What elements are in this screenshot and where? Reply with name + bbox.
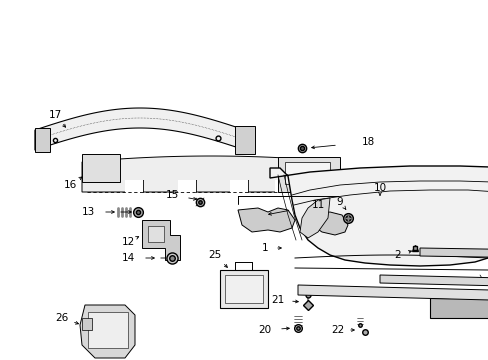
Polygon shape (274, 180, 292, 193)
Polygon shape (220, 270, 267, 308)
Polygon shape (142, 220, 180, 260)
Polygon shape (278, 157, 339, 192)
Polygon shape (297, 285, 488, 300)
Text: 11: 11 (311, 200, 324, 210)
Polygon shape (82, 154, 120, 182)
Text: 25: 25 (208, 250, 221, 260)
Polygon shape (429, 298, 488, 318)
Polygon shape (285, 162, 329, 184)
Polygon shape (269, 166, 488, 266)
Polygon shape (125, 180, 142, 193)
Polygon shape (35, 128, 50, 152)
Text: 9: 9 (336, 197, 343, 207)
Polygon shape (379, 275, 488, 287)
Text: 13: 13 (81, 207, 95, 217)
Polygon shape (229, 180, 247, 193)
Polygon shape (148, 226, 163, 242)
Text: 20: 20 (258, 325, 271, 335)
Text: 18: 18 (361, 137, 374, 147)
Polygon shape (178, 180, 196, 193)
Text: 10: 10 (373, 183, 386, 193)
Polygon shape (82, 156, 339, 192)
Polygon shape (309, 212, 347, 235)
Polygon shape (235, 126, 254, 154)
Polygon shape (88, 312, 128, 348)
Polygon shape (80, 305, 135, 358)
Polygon shape (419, 248, 488, 258)
Text: 21: 21 (271, 295, 284, 305)
Text: 15: 15 (165, 190, 178, 200)
Text: 1: 1 (261, 243, 268, 253)
Text: 26: 26 (55, 313, 68, 323)
Polygon shape (238, 208, 294, 232)
Text: 16: 16 (63, 180, 77, 190)
Text: 12: 12 (121, 237, 134, 247)
Polygon shape (299, 198, 329, 238)
Polygon shape (35, 108, 244, 150)
Polygon shape (82, 318, 92, 330)
Text: 22: 22 (331, 325, 344, 335)
Text: 2: 2 (394, 250, 401, 260)
Polygon shape (224, 275, 263, 303)
Text: 14: 14 (121, 253, 134, 263)
Text: 17: 17 (48, 110, 61, 120)
